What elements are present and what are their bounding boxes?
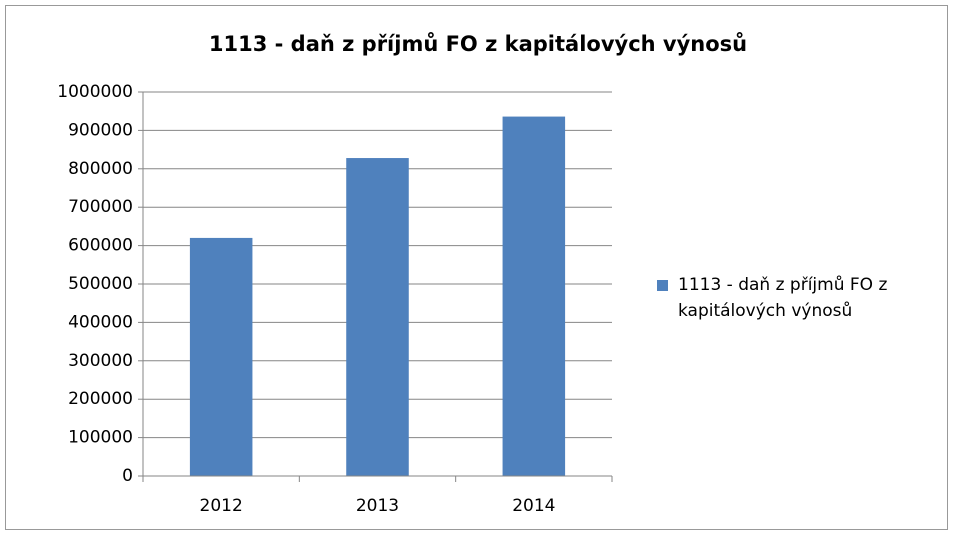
x-tick-label: 2014 <box>512 496 555 516</box>
x-tick-label: 2012 <box>200 496 243 516</box>
y-tick-label: 700000 <box>68 197 133 217</box>
legend-label: 1113 - daň z příjmů FO z kapitálových vý… <box>678 275 888 321</box>
y-tick-label: 1000000 <box>57 82 133 102</box>
y-tick-label: 0 <box>122 466 133 486</box>
x-tick-label: 2013 <box>356 496 399 516</box>
y-tick-label: 400000 <box>68 312 133 332</box>
chart-title: 1113 - daň z příjmů FO z kapitálových vý… <box>209 32 747 56</box>
y-tick-label: 500000 <box>68 274 133 294</box>
y-tick-label: 100000 <box>68 428 133 448</box>
y-tick-label: 800000 <box>68 159 133 179</box>
y-tick-label: 300000 <box>68 351 133 371</box>
bar <box>189 237 253 476</box>
bar <box>502 116 566 477</box>
y-tick-label: 900000 <box>68 120 133 140</box>
bar <box>346 158 409 476</box>
legend-swatch <box>657 280 668 291</box>
chart-border <box>5 5 948 530</box>
y-tick-label: 600000 <box>68 236 133 256</box>
y-tick-label: 200000 <box>68 389 133 409</box>
